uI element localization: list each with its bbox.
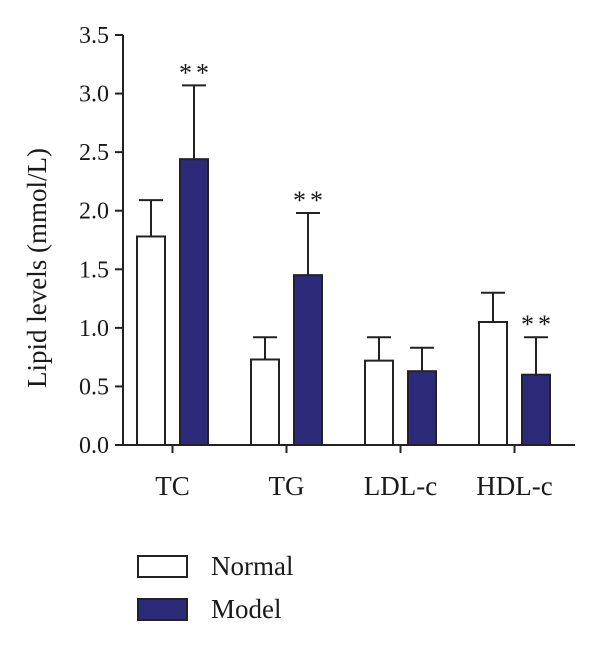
y-axis-title: Lipid levels (mmol/L) bbox=[22, 148, 52, 388]
x-tick-label: TG bbox=[269, 471, 305, 501]
bar-normal-tc bbox=[136, 235, 166, 446]
bar-model-tc bbox=[179, 158, 209, 447]
legend-label-model: Model bbox=[211, 594, 282, 624]
x-tick-label: TC bbox=[155, 471, 190, 501]
significance-mark: ** bbox=[293, 186, 327, 215]
bar-model-ldl-c bbox=[407, 370, 437, 447]
y-axis: 0.0 0.5 1.0 1.5 2.0 2.5 3.0 3.5 bbox=[79, 23, 124, 459]
y-tick-label: 1.0 bbox=[79, 316, 109, 342]
legend: Normal Model bbox=[137, 551, 293, 624]
y-tick-label: 3.0 bbox=[79, 82, 109, 108]
x-tick-label: HDL-c bbox=[476, 471, 552, 501]
y-tick-label: 3.5 bbox=[79, 23, 109, 49]
bar-normal-tg bbox=[250, 358, 280, 446]
significance-mark: ** bbox=[179, 58, 213, 87]
legend-swatch-model bbox=[137, 598, 188, 621]
x-tick-label: LDL-c bbox=[364, 471, 437, 501]
legend-swatch-normal bbox=[137, 555, 188, 578]
y-tick-label: 1.5 bbox=[79, 257, 109, 283]
x-axis: TC TG LDL-c HDL-c bbox=[123, 444, 575, 501]
y-tick-label: 0.0 bbox=[79, 433, 109, 459]
legend-label-normal: Normal bbox=[211, 551, 293, 581]
y-tick-label: 0.5 bbox=[79, 374, 109, 400]
bar-normal-ldl-c bbox=[364, 359, 394, 446]
bar-normal-hdl-c bbox=[478, 321, 508, 446]
y-tick-label: 2.5 bbox=[79, 140, 109, 166]
bars: ** ** ** bbox=[136, 58, 555, 447]
bar-model-tg bbox=[293, 274, 323, 446]
bar-model-hdl-c bbox=[521, 373, 551, 447]
y-tick-label: 2.0 bbox=[79, 199, 109, 225]
significance-mark: ** bbox=[521, 310, 555, 339]
